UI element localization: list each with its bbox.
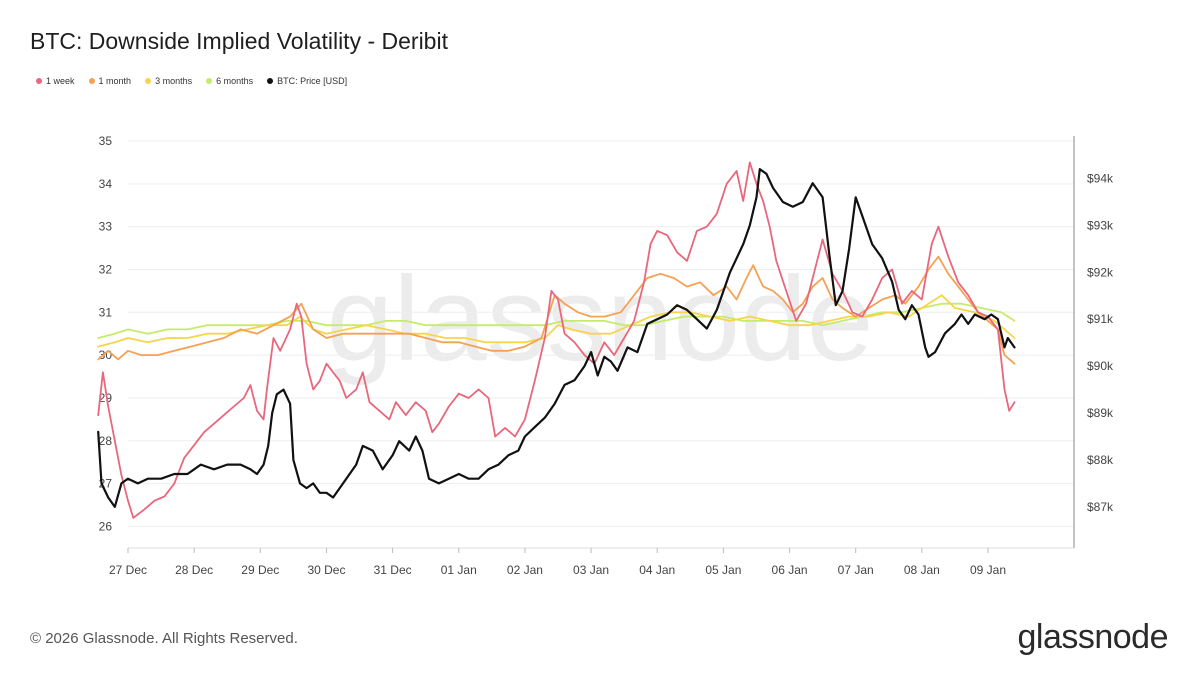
chart-title: BTC: Downside Implied Volatility - Derib… xyxy=(30,28,448,54)
y-right-tick-label: $94k xyxy=(1087,172,1114,186)
y-right-tick-label: $92k xyxy=(1087,265,1114,279)
legend-dot-icon xyxy=(267,78,274,84)
x-tick-label: 05 Jan xyxy=(705,563,741,577)
legend-dot-icon xyxy=(206,78,213,84)
legend-item-btc-price[interactable]: BTC: Price [USD] xyxy=(267,76,347,86)
y-left-tick-label: 26 xyxy=(99,519,113,533)
legend-label: 1 week xyxy=(46,76,75,86)
x-tick-label: 09 Jan xyxy=(970,563,1006,577)
y-left-tick-label: 31 xyxy=(99,305,113,319)
x-tick-label: 04 Jan xyxy=(639,563,675,577)
series-line-1-month[interactable] xyxy=(97,255,1016,365)
y-left-tick-label: 32 xyxy=(99,262,113,276)
series-lines xyxy=(97,161,1016,519)
y-left-tick-label: 35 xyxy=(99,134,113,148)
y-left-tick-label: 30 xyxy=(99,348,113,362)
legend-label: 3 months xyxy=(155,76,193,86)
gridlines xyxy=(128,140,1074,527)
glassnode-logo: glassnode xyxy=(1017,618,1168,656)
y-right-tick-label: $88k xyxy=(1087,453,1114,467)
y-right-tick-label: $93k xyxy=(1087,218,1114,232)
series-line-1-week[interactable] xyxy=(97,161,1016,519)
x-tick-label: 30 Dec xyxy=(307,563,345,577)
watermark-text: glassnode xyxy=(326,252,873,386)
legend-item-1-week[interactable]: 1 week xyxy=(36,76,75,86)
y-right-tick-label: $91k xyxy=(1087,312,1114,326)
legend-label: BTC: Price [USD] xyxy=(277,76,348,86)
y-left-tick-label: 34 xyxy=(99,177,113,191)
x-tick-label: 29 Dec xyxy=(241,563,279,577)
y-right-tick-label: $87k xyxy=(1087,500,1114,514)
axes: 26272829303132333435$87k$88k$89k$90k$91k… xyxy=(99,134,1114,577)
y-right-tick-label: $89k xyxy=(1087,406,1114,420)
x-tick-label: 01 Jan xyxy=(441,563,477,577)
legend-label: 6 months xyxy=(216,76,254,86)
legend-dot-icon xyxy=(145,78,152,84)
legend-dot-icon xyxy=(36,78,42,84)
x-tick-label: 28 Dec xyxy=(175,563,213,577)
y-left-tick-label: 33 xyxy=(99,220,113,234)
copyright-text: © 2026 Glassnode. All Rights Reserved. xyxy=(30,630,298,647)
x-tick-label: 07 Jan xyxy=(838,563,874,577)
y-left-tick-label: 28 xyxy=(99,434,113,448)
series-line-btc-price-usd[interactable] xyxy=(97,168,1016,508)
x-tick-label: 02 Jan xyxy=(507,563,543,577)
x-tick-label: 08 Jan xyxy=(904,563,940,577)
x-tick-label: 06 Jan xyxy=(772,563,808,577)
y-right-tick-label: $90k xyxy=(1087,359,1114,373)
legend-item-3-months[interactable]: 3 months xyxy=(145,76,192,86)
legend-label: 1 month xyxy=(98,76,132,86)
x-tick-label: 27 Dec xyxy=(109,563,147,577)
legend-item-6-months[interactable]: 6 months xyxy=(206,76,253,86)
y-left-tick-label: 29 xyxy=(99,391,113,405)
legend-dot-icon xyxy=(88,78,95,84)
x-tick-label: 31 Dec xyxy=(374,563,412,577)
chart-legend: 1 week 1 month 3 months 6 months BTC: Pr… xyxy=(36,76,347,86)
series-line-3-months[interactable] xyxy=(97,294,1016,348)
legend-item-1-month[interactable]: 1 month xyxy=(88,76,132,86)
x-tick-label: 03 Jan xyxy=(573,563,609,577)
